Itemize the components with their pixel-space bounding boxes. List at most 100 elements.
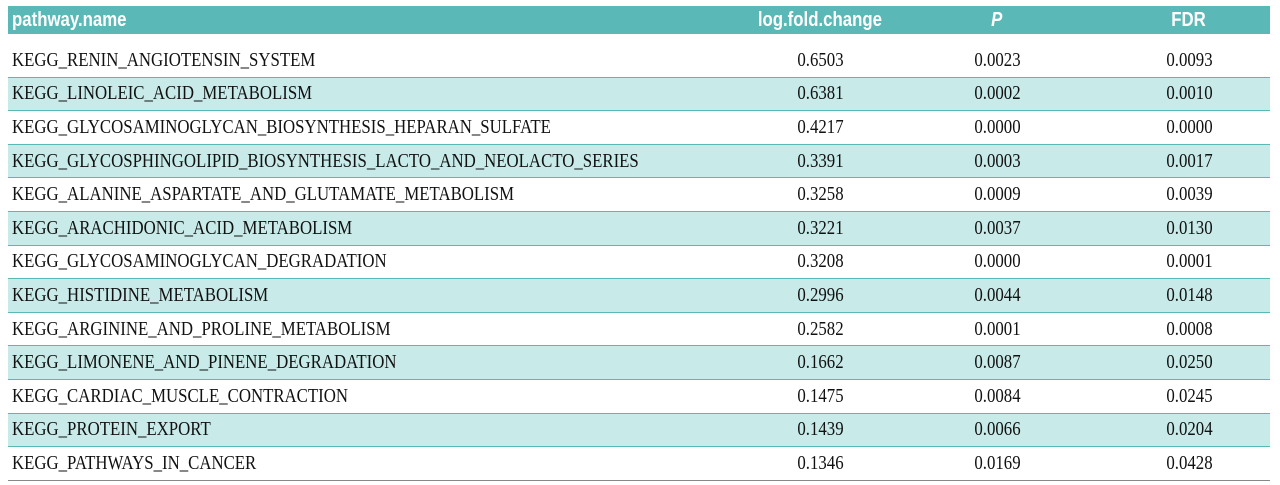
number-cell-text: 0.0000: [1165, 115, 1213, 138]
pathway-name-text: KEGG_CARDIAC_MUSCLE_CONTRACTION: [12, 384, 349, 407]
pathway-name-text: KEGG_GLYCOSAMINOGLYCAN_BIOSYNTHESIS_HEPA…: [12, 115, 551, 138]
number-cell: 0.3221: [760, 212, 880, 245]
number-cell: 0.0023: [937, 44, 1057, 77]
number-cell-text: 0.0002: [973, 82, 1021, 105]
number-cell-text: 0.0017: [1165, 149, 1213, 172]
number-cell-text: 0.0087: [973, 351, 1021, 374]
pathway-name-text: KEGG_HISTIDINE_METABOLISM: [12, 283, 269, 306]
header-row: pathway.name log.fold.change P FDR: [8, 6, 1270, 34]
pathway-name: KEGG_GLYCOSAMINOGLYCAN_BIOSYNTHESIS_HEPA…: [12, 111, 752, 144]
number-cell-text: 0.0428: [1165, 451, 1213, 474]
number-cell: 0.0087: [937, 346, 1057, 379]
pathway-name-text: KEGG_ARGININE_AND_PROLINE_METABOLISM: [12, 317, 391, 340]
number-cell-text: 0.3221: [796, 216, 844, 239]
header-cell-text: FDR: [1171, 8, 1207, 31]
number-cell: 0.1662: [760, 346, 880, 379]
number-cell-text: 0.0066: [973, 418, 1021, 441]
pathway-name-text: KEGG_PROTEIN_EXPORT: [12, 418, 211, 441]
number-cell: 0.0001: [1129, 246, 1249, 279]
pathway-name: KEGG_LIMONENE_AND_PINENE_DEGRADATION: [12, 346, 752, 379]
number-cell: 0.2996: [760, 279, 880, 312]
table-row: KEGG_ARGININE_AND_PROLINE_METABOLISM 0.25…: [8, 313, 1270, 347]
number-cell-text: 0.1662: [796, 351, 844, 374]
number-cell-text: 0.0250: [1165, 351, 1213, 374]
pathway-name: KEGG_PROTEIN_EXPORT: [12, 414, 752, 447]
number-cell: 0.0245: [1129, 380, 1249, 413]
pathway-name-text: KEGG_RENIN_ANGIOTENSIN_SYSTEM: [12, 48, 316, 71]
number-cell: 0.0003: [937, 145, 1057, 178]
pathway-name-text: KEGG_GLYCOSAMINOGLYCAN_DEGRADATION: [12, 250, 387, 273]
number-cell-text: 0.3208: [796, 250, 844, 273]
pathway-name-text: KEGG_GLYCOSPHINGOLIPID_BIOSYNTHESIS_LACT…: [12, 149, 639, 172]
number-cell-text: 0.0130: [1165, 216, 1213, 239]
number-cell: 0.0084: [937, 380, 1057, 413]
table-row: KEGG_PATHWAYS_IN_CANCER 0.1346 0.0169 0.042…: [8, 447, 1270, 481]
number-cell: 0.0037: [937, 212, 1057, 245]
number-cell: 0.0169: [937, 447, 1057, 480]
pathway-name: KEGG_ALANINE_ASPARTATE_AND_GLUTAMATE_MET…: [12, 178, 752, 211]
number-cell-text: 0.0039: [1165, 183, 1213, 206]
number-cell: 0.1439: [760, 414, 880, 447]
number-cell: 0.1346: [760, 447, 880, 480]
table-row: KEGG_LIMONENE_AND_PINENE_DEGRADATION 0.16…: [8, 346, 1270, 380]
header-cell: FDR: [1129, 6, 1249, 34]
number-cell-text: 0.2582: [796, 317, 844, 340]
number-cell-text: 0.2996: [796, 283, 844, 306]
number-cell-text: 0.3391: [796, 149, 844, 172]
number-cell: 0.0428: [1129, 447, 1249, 480]
number-cell-text: 0.1346: [796, 451, 844, 474]
number-cell: 0.0017: [1129, 145, 1249, 178]
number-cell: 0.1475: [760, 380, 880, 413]
number-cell-text: 0.0169: [973, 451, 1021, 474]
table-row: KEGG_GLYCOSAMINOGLYCAN_DEGRADATION 0.3208…: [8, 246, 1270, 280]
number-cell-text: 0.0000: [973, 250, 1021, 273]
number-cell: 0.0000: [937, 246, 1057, 279]
table-row: KEGG_GLYCOSAMINOGLYCAN_BIOSYNTHESIS_HEPA…: [8, 111, 1270, 145]
number-cell-text: 0.6381: [796, 82, 844, 105]
header-cell: log.fold.change: [758, 6, 882, 34]
number-cell: 0.3258: [760, 178, 880, 211]
header-cell: pathway.name: [12, 6, 752, 34]
pathway-name: KEGG_PATHWAYS_IN_CANCER: [12, 447, 752, 480]
pathway-name: KEGG_CARDIAC_MUSCLE_CONTRACTION: [12, 380, 752, 413]
number-cell: 0.0010: [1129, 78, 1249, 111]
number-cell: 0.0130: [1129, 212, 1249, 245]
number-cell-text: 0.0008: [1165, 317, 1213, 340]
number-cell-text: 0.3258: [796, 183, 844, 206]
pathway-name-text: KEGG_ALANINE_ASPARTATE_AND_GLUTAMATE_MET…: [12, 183, 515, 206]
pathway-name: KEGG_ARACHIDONIC_ACID_METABOLISM: [12, 212, 752, 245]
table-row: KEGG_HISTIDINE_METABOLISM 0.2996 0.0044 0.0…: [8, 279, 1270, 313]
number-cell-text: 0.0084: [973, 384, 1021, 407]
number-cell-text: 0.1439: [796, 418, 844, 441]
number-cell: 0.0093: [1129, 44, 1249, 77]
number-cell-text: 0.1475: [796, 384, 844, 407]
number-cell: 0.6503: [760, 44, 880, 77]
number-cell-text: 0.0037: [973, 216, 1021, 239]
pathway-name-text: KEGG_ARACHIDONIC_ACID_METABOLISM: [12, 216, 353, 239]
number-cell: 0.0148: [1129, 279, 1249, 312]
number-cell: 0.0008: [1129, 313, 1249, 346]
table-row: KEGG_PROTEIN_EXPORT 0.1439 0.0066 0.0204: [8, 413, 1270, 448]
header-cell: P: [937, 6, 1057, 34]
number-cell: 0.0002: [937, 78, 1057, 111]
table-row: KEGG_ALANINE_ASPARTATE_AND_GLUTAMATE_MET…: [8, 178, 1270, 212]
number-cell-text: 0.0245: [1165, 384, 1213, 407]
table-row: KEGG_GLYCOSPHINGOLIPID_BIOSYNTHESIS_LACT…: [8, 144, 1270, 179]
pathway-name: KEGG_HISTIDINE_METABOLISM: [12, 279, 752, 312]
number-cell-text: 0.0044: [973, 283, 1021, 306]
number-cell: 0.2582: [760, 313, 880, 346]
table-row: KEGG_RENIN_ANGIOTENSIN_SYSTEM 0.6503 0.002…: [8, 44, 1270, 78]
number-cell: 0.0066: [937, 414, 1057, 447]
number-cell: 0.0044: [937, 279, 1057, 312]
number-cell: 0.3208: [760, 246, 880, 279]
header-cell-text: pathway.name: [12, 8, 127, 31]
number-cell: 0.0001: [937, 313, 1057, 346]
number-cell-text: 0.0093: [1165, 48, 1213, 71]
pathway-name-text: KEGG_PATHWAYS_IN_CANCER: [12, 451, 257, 474]
pathway-name: KEGG_GLYCOSPHINGOLIPID_BIOSYNTHESIS_LACT…: [12, 145, 752, 178]
number-cell: 0.0039: [1129, 178, 1249, 211]
pathway-name: KEGG_ARGININE_AND_PROLINE_METABOLISM: [12, 313, 752, 346]
number-cell-text: 0.4217: [796, 115, 844, 138]
header-cell-text: P: [991, 8, 1003, 31]
